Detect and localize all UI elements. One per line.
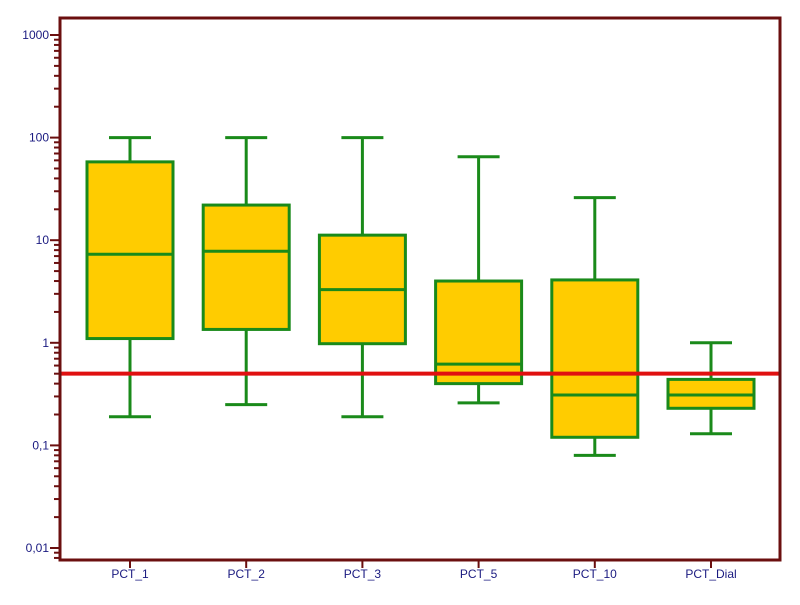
y-major-ticks: 0,01 0,1 1 10 100 1000: [22, 28, 60, 555]
box-pct-10: [550, 196, 640, 457]
plot-frame: [58, 16, 782, 562]
x-tick-label: PCT_2: [228, 567, 266, 581]
y-tick-label: 1: [42, 336, 49, 350]
x-tick-label: PCT_5: [460, 567, 498, 581]
x-tick-label: PCT_Dial: [685, 567, 736, 581]
iqr-box: [434, 279, 524, 386]
y-tick-label: 0,01: [26, 541, 50, 555]
y-tick-label: 100: [29, 131, 49, 145]
box-pct-2: [201, 136, 291, 407]
x-tick-label: PCT_3: [344, 567, 382, 581]
box-pct-3: [317, 136, 407, 419]
y-tick-label: 0,1: [32, 438, 49, 452]
x-tick-label: PCT_10: [573, 567, 617, 581]
y-tick-label: 10: [36, 233, 50, 247]
x-axis-ticks: PCT_1 PCT_2 PCT_3 PCT_5 PCT_10 PCT_Dial: [111, 560, 737, 581]
iqr-box: [550, 278, 640, 439]
iqr-box: [201, 203, 291, 331]
box-pct-5: [434, 155, 524, 405]
y-tick-label: 1000: [22, 28, 49, 42]
x-tick-label: PCT_1: [111, 567, 149, 581]
iqr-box: [85, 160, 175, 341]
box-pct-1: [85, 136, 175, 419]
